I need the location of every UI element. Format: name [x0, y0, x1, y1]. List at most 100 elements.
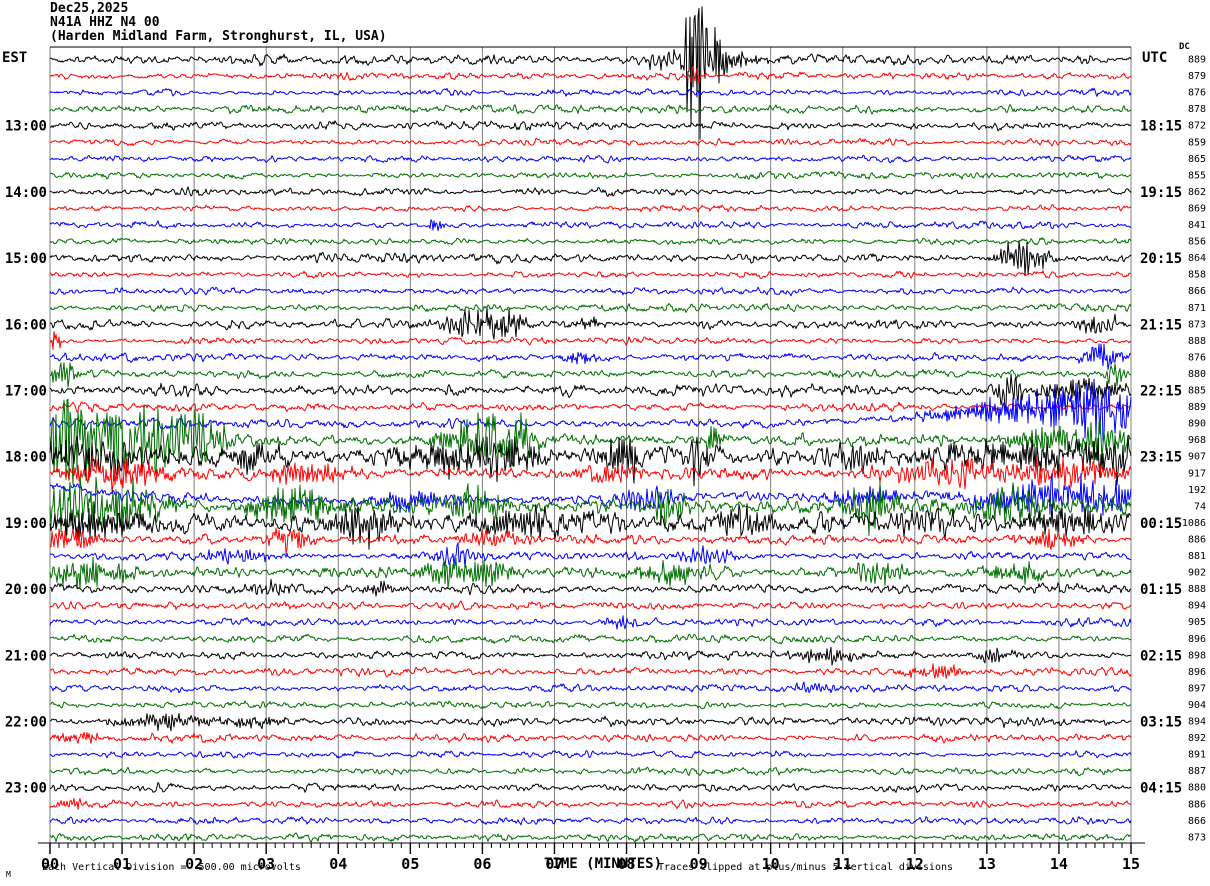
- dc-value-row-1: 879: [1188, 71, 1206, 82]
- trace-row-14: [49, 286, 1132, 297]
- trace-row-28: [49, 503, 1132, 550]
- trace-row-13: [49, 270, 1132, 280]
- dc-value-row-4: 872: [1188, 121, 1206, 132]
- trace-row-22: [49, 378, 1132, 442]
- trace-row-31: [49, 556, 1132, 590]
- dc-value-row-19: 880: [1188, 369, 1206, 380]
- clip-note: Traces clipped at plus/minus 5 vertical …: [658, 862, 954, 873]
- trace-row-1: [49, 66, 1132, 84]
- trace-row-44: [49, 782, 1132, 794]
- dc-value-row-41: 892: [1188, 733, 1206, 744]
- dc-value-row-39: 904: [1188, 700, 1206, 711]
- dc-value-row-46: 866: [1188, 816, 1206, 827]
- trace-row-0: [49, 6, 1132, 140]
- trace-row-5: [50, 137, 1132, 147]
- dc-value-row-12: 864: [1188, 253, 1206, 264]
- utc-hour-label-00:15: 00:15: [1140, 516, 1182, 532]
- left-timezone-label: EST: [2, 50, 28, 66]
- trace-row-38: [49, 681, 1132, 694]
- dc-value-row-44: 880: [1188, 783, 1206, 794]
- est-hour-label-21:00: 21:00: [5, 648, 47, 664]
- trace-row-27: [49, 475, 1132, 536]
- dc-value-row-40: 894: [1188, 717, 1206, 728]
- dc-value-row-6: 865: [1188, 154, 1206, 165]
- minute-tick-label-07: 07: [545, 855, 563, 873]
- minute-tick-label-13: 13: [978, 855, 996, 873]
- dc-value-row-17: 888: [1188, 336, 1206, 347]
- trace-row-8: [49, 186, 1132, 197]
- utc-hour-label-03:15: 03:15: [1140, 715, 1182, 731]
- trace-row-11: [49, 237, 1132, 246]
- minute-tick-label-10: 10: [762, 855, 780, 873]
- dc-value-row-35: 896: [1188, 634, 1206, 645]
- trace-row-34: [49, 615, 1132, 630]
- utc-hour-label-22:15: 22:15: [1140, 384, 1182, 400]
- est-hour-label-16:00: 16:00: [5, 317, 47, 333]
- est-hour-label-20:00: 20:00: [5, 582, 47, 598]
- dc-value-row-37: 896: [1188, 667, 1206, 678]
- utc-hour-label-18:15: 18:15: [1140, 119, 1182, 135]
- minute-tick-label-00: 00: [41, 855, 59, 873]
- station-code: N41A HHZ N4 00: [50, 15, 160, 30]
- trace-row-4: [49, 120, 1132, 132]
- trace-row-2: [49, 87, 1132, 97]
- trace-row-41: [49, 731, 1132, 744]
- trace-row-24: [49, 434, 1132, 487]
- est-hour-label-18:00: 18:00: [5, 450, 47, 466]
- dc-value-row-14: 866: [1188, 286, 1206, 297]
- trace-row-43: [49, 766, 1132, 777]
- trace-row-21: [49, 401, 1132, 413]
- trace-row-37: [49, 663, 1132, 679]
- trace-row-6: [49, 154, 1132, 164]
- dc-value-row-33: 894: [1188, 601, 1206, 612]
- trace-row-12: [49, 240, 1132, 277]
- est-hour-label-15:00: 15:00: [5, 251, 47, 267]
- trace-row-7: [49, 170, 1132, 180]
- dc-value-row-15: 871: [1188, 303, 1206, 314]
- est-hour-label-23:00: 23:00: [5, 781, 47, 797]
- trace-row-30: [49, 542, 1132, 569]
- trace-row-42: [49, 750, 1132, 759]
- dc-value-row-26: 192: [1188, 485, 1206, 496]
- est-hour-label-14:00: 14:00: [5, 185, 47, 201]
- dc-value-row-0: 889: [1188, 55, 1206, 66]
- dc-value-row-42: 891: [1188, 750, 1206, 761]
- minute-tick-label-11: 11: [834, 855, 852, 873]
- dc-value-row-30: 881: [1188, 551, 1206, 562]
- utc-hour-label-02:15: 02:15: [1140, 648, 1182, 664]
- x-axis-title: TIME (MINUTES): [544, 856, 663, 872]
- dc-value-row-24: 907: [1188, 452, 1206, 463]
- trace-row-16: [49, 307, 1132, 340]
- plot-date: Dec25,2025: [50, 1, 129, 16]
- dc-value-row-18: 876: [1188, 352, 1206, 363]
- trace-row-3: [49, 104, 1132, 115]
- trace-row-15: [49, 303, 1132, 313]
- corner-mark: M: [6, 870, 11, 879]
- dc-value-row-27: 74: [1194, 501, 1206, 512]
- dc-value-row-2: 876: [1188, 88, 1206, 99]
- utc-hour-label-20:15: 20:15: [1140, 251, 1182, 267]
- minute-tick-label-06: 06: [473, 855, 491, 873]
- dc-value-row-11: 856: [1188, 237, 1206, 248]
- dc-value-row-38: 897: [1188, 683, 1206, 694]
- est-hour-label-22:00: 22:00: [5, 715, 47, 731]
- minute-tick-label-05: 05: [401, 855, 419, 873]
- minute-tick-label-04: 04: [329, 855, 347, 873]
- trace-row-39: [49, 700, 1131, 710]
- dc-value-row-10: 841: [1188, 220, 1206, 231]
- dc-value-row-34: 905: [1188, 617, 1206, 628]
- minute-tick-label-14: 14: [1050, 855, 1068, 873]
- utc-hour-label-23:15: 23:15: [1140, 450, 1182, 466]
- trace-row-32: [49, 578, 1132, 597]
- utc-hour-label-19:15: 19:15: [1140, 185, 1182, 201]
- trace-row-19: [50, 362, 1132, 388]
- trace-row-25: [49, 456, 1132, 493]
- trace-row-20: [49, 373, 1132, 410]
- trace-row-18: [49, 343, 1132, 371]
- est-hour-label-17:00: 17:00: [5, 384, 47, 400]
- utc-hour-label-21:15: 21:15: [1140, 317, 1182, 333]
- dc-value-row-47: 873: [1188, 832, 1206, 843]
- station-location: (Harden Midland Farm, Stronghurst, IL, U…: [50, 29, 387, 44]
- scale-note: Each Vertical Division = 500.00 microvol…: [42, 862, 301, 873]
